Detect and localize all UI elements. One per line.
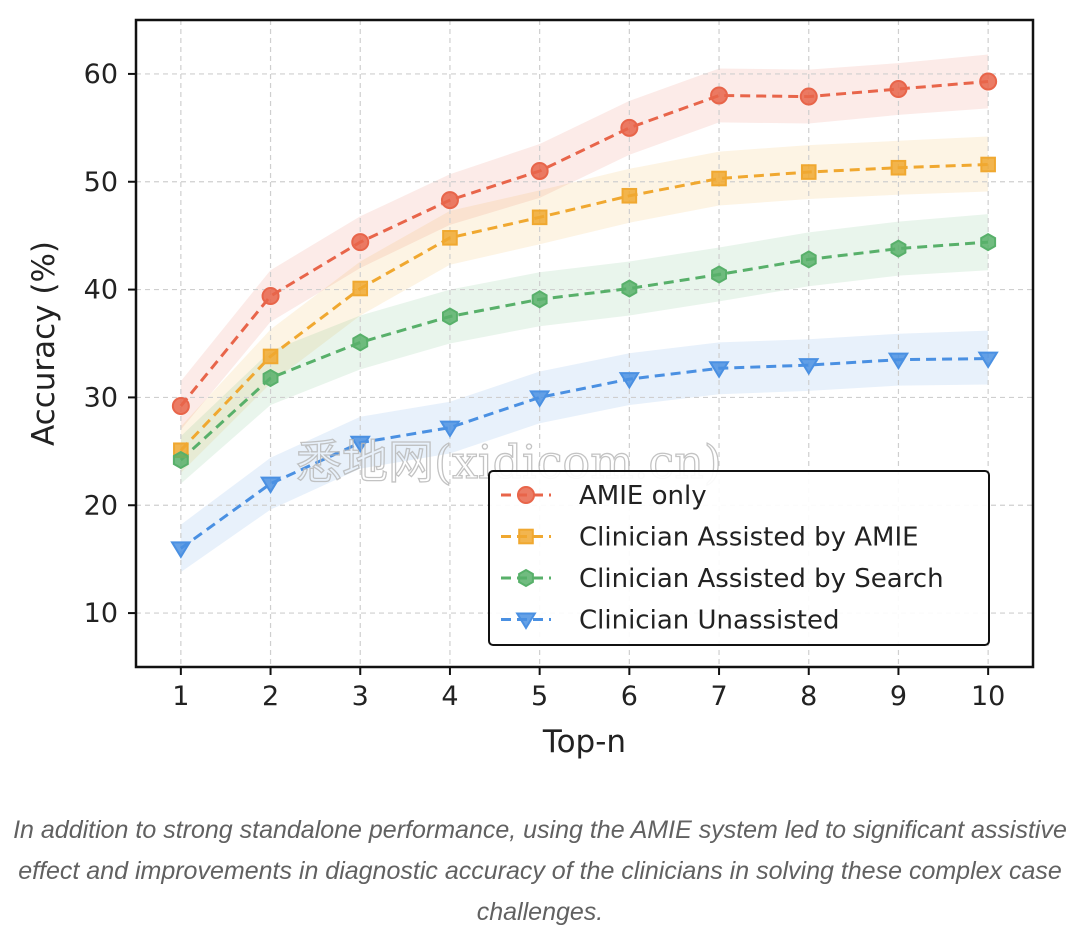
x-tick-label-8: 8 — [800, 681, 817, 712]
x-tick-label-2: 2 — [262, 681, 279, 712]
point-amie-only-1 — [171, 397, 190, 416]
point-clinician-assisted-by-search-10 — [980, 232, 997, 252]
band-amie-only — [180, 54, 989, 430]
point-clinician-assisted-by-search-4 — [442, 307, 458, 326]
legend-box — [488, 470, 990, 646]
point-clinician-assisted-by-search-3 — [352, 333, 369, 352]
point-clinician-assisted-by-search-9 — [890, 239, 907, 258]
accuracy-chart: 1 2 3 4 5 6 7 8 9 10 10 20 30 40 50 60 Top-n Accuracy (… — [26, 18, 1035, 760]
point-clinician-assisted-by-search-7 — [711, 265, 727, 284]
line-amie-only — [179, 80, 989, 407]
point-clinician-assisted-by-amie-4 — [442, 230, 458, 246]
point-clinician-assisted-by-amie-9 — [890, 159, 907, 176]
line-clinician-unassisted — [179, 357, 989, 550]
point-amie-only-2 — [261, 287, 280, 306]
point-clinician-assisted-by-search-8 — [800, 250, 817, 269]
x-tick-label-3: 3 — [352, 681, 369, 712]
axis-ticks: 1 2 3 4 5 6 7 8 9 10 10 20 30 40 50 60 — [84, 59, 1006, 712]
confidence-bands — [180, 54, 989, 573]
point-clinician-unassisted-9 — [887, 352, 910, 370]
point-amie-only-7 — [710, 86, 729, 105]
point-clinician-unassisted-10 — [977, 351, 999, 369]
legend-label-clinician-assisted-by-search: Clinician Assisted by Search — [579, 564, 944, 594]
legend: AMIE only Clinician Assisted by AMIE Clini… — [488, 470, 990, 646]
point-clinician-unassisted-1 — [170, 541, 192, 559]
series-lines — [179, 80, 989, 550]
point-clinician-unassisted-4 — [439, 420, 461, 438]
series-markers — [170, 72, 999, 559]
point-amie-only-6 — [620, 118, 639, 137]
point-clinician-unassisted-3 — [349, 435, 371, 454]
x-tick-label-9: 9 — [890, 681, 907, 712]
point-clinician-unassisted-2 — [259, 476, 282, 495]
x-tick-label-7: 7 — [710, 681, 727, 712]
point-clinician-assisted-by-amie-6 — [621, 187, 638, 204]
point-amie-only-9 — [889, 80, 908, 99]
point-clinician-unassisted-7 — [708, 361, 730, 379]
legend-marker-amie-only — [517, 486, 535, 504]
point-clinician-assisted-by-amie-8 — [800, 164, 817, 180]
y-tick-label-40: 40 — [84, 275, 118, 306]
x-tick-label-5: 5 — [531, 681, 548, 712]
point-clinician-assisted-by-search-6 — [621, 279, 638, 298]
x-tick-label-10: 10 — [971, 681, 1005, 712]
y-tick-label-60: 60 — [84, 59, 118, 90]
point-clinician-assisted-by-amie-7 — [711, 170, 727, 187]
band-clinician-unassisted — [180, 330, 989, 573]
point-amie-only-8 — [799, 87, 818, 106]
y-tick-label-20: 20 — [84, 490, 118, 521]
figure-caption: In addition to strong standalone perform… — [13, 816, 1067, 926]
point-amie-only-10 — [979, 72, 998, 91]
point-clinician-assisted-by-search-5 — [531, 290, 548, 309]
point-clinician-assisted-by-search-1 — [172, 450, 189, 470]
x-tick-label-1: 1 — [172, 681, 189, 712]
line-clinician-assisted-by-search — [179, 240, 989, 462]
point-clinician-unassisted-8 — [798, 358, 820, 376]
y-axis-label: Accuracy (%) — [26, 241, 62, 446]
point-amie-only-3 — [351, 233, 370, 252]
y-tick-label-50: 50 — [84, 167, 118, 198]
legend-label-clinician-assisted-by-amie: Clinician Assisted by AMIE — [579, 523, 919, 553]
y-tick-label-30: 30 — [84, 382, 118, 413]
legend-marker-clinician-assisted-by-search — [518, 568, 534, 588]
legend-label-clinician-unassisted: Clinician Unassisted — [579, 606, 840, 636]
point-clinician-assisted-by-amie-3 — [352, 280, 369, 297]
plot-frame — [134, 18, 1035, 669]
point-clinician-assisted-by-search-2 — [262, 368, 279, 388]
line-clinician-assisted-by-amie — [179, 163, 989, 452]
y-tick-label-10: 10 — [84, 598, 118, 629]
band-clinician-assisted-by-amie — [180, 136, 989, 473]
legend-marker-clinician-unassisted — [515, 612, 537, 630]
band-clinician-assisted-by-search — [180, 214, 989, 484]
point-clinician-unassisted-6 — [618, 372, 640, 390]
legend-label-amie-only: AMIE only — [579, 481, 707, 511]
point-clinician-unassisted-5 — [529, 390, 551, 408]
x-axis-label: Top-n — [542, 724, 626, 760]
point-amie-only-4 — [440, 191, 459, 210]
legend-marker-clinician-assisted-by-amie — [518, 528, 534, 545]
point-amie-only-5 — [530, 161, 549, 180]
x-tick-label-4: 4 — [441, 681, 458, 712]
point-clinician-assisted-by-amie-10 — [980, 156, 996, 173]
x-tick-label-6: 6 — [621, 681, 638, 712]
point-clinician-assisted-by-amie-2 — [262, 348, 279, 365]
point-clinician-assisted-by-amie-5 — [531, 209, 548, 226]
